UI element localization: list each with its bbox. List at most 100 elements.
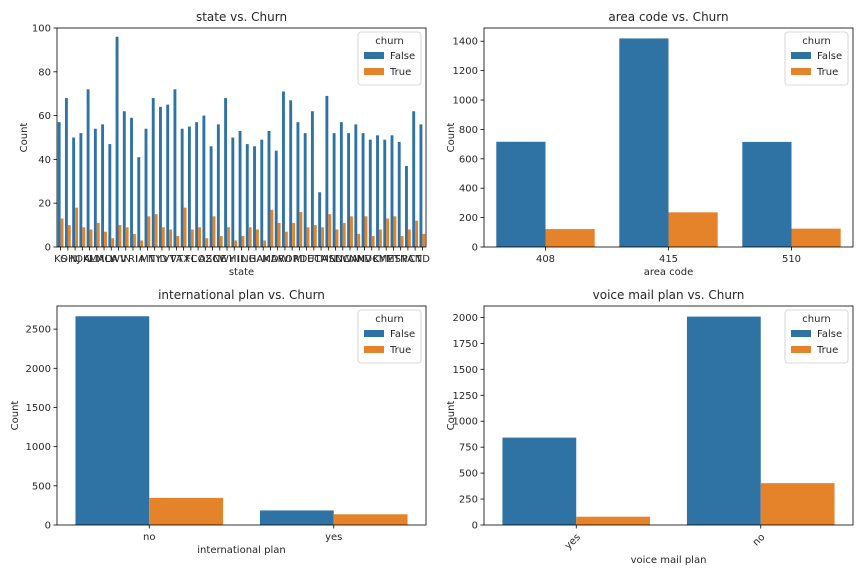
bar-il-false (238, 130, 242, 247)
bar-mo-false (101, 124, 105, 247)
x-tick-label: ID (157, 254, 168, 265)
x-tick-label: OH (60, 254, 75, 265)
bar-id-true (161, 227, 165, 247)
legend-label-true: True (389, 67, 411, 78)
y-tick-label: 1250 (453, 391, 478, 402)
bar-ca-true (321, 227, 324, 247)
y-tick-label: 100 (32, 24, 51, 35)
bar-wv-true (118, 225, 122, 247)
bar-510-false (742, 141, 792, 247)
bar-tx-true (183, 207, 187, 247)
bar-ks-false (57, 122, 61, 247)
y-axis-label: Count (10, 401, 21, 431)
bar-ri-false (130, 117, 133, 247)
legend-label-false: False (390, 329, 415, 340)
bar-nv-false (361, 133, 365, 247)
x-tick-label: WV (110, 254, 127, 265)
y-tick-label: 20 (38, 199, 51, 210)
x-tick-label: AL (83, 254, 96, 265)
chart-title: state vs. Churn (196, 10, 287, 24)
bar-ms-true (393, 216, 397, 247)
legend-swatch-true (791, 346, 811, 353)
legend-swatch-true (364, 346, 384, 353)
y-tick-label: 0 (472, 521, 478, 532)
bar-408-true (545, 229, 595, 247)
x-tick-label: MI (294, 254, 306, 265)
legend-swatch-false (791, 330, 811, 337)
chart-panel-1: 0 20 40 60 80 100 KSOHNJOKALMAMOLAWVINRIIAMTNY… (19, 10, 430, 278)
bar-dc-true (371, 236, 375, 247)
bar-415-false (619, 38, 669, 247)
bar-yes-false (259, 510, 334, 525)
bar-de-false (303, 133, 307, 247)
x-tick-label: WA (342, 254, 358, 265)
bar-va-false (173, 89, 177, 247)
y-tick-label: 1000 (453, 96, 478, 107)
x-tick-label: CT (409, 254, 423, 265)
x-tick-label: OK (75, 254, 90, 265)
y-tick-label: 1000 (453, 417, 478, 428)
y-tick-label: 1200 (453, 66, 478, 77)
y-tick-label: 500 (32, 481, 51, 492)
x-tick-label: NY (148, 254, 162, 265)
bar-ia-true (140, 240, 144, 247)
bar-nc-false (339, 122, 343, 247)
x-tick-label: MT (140, 254, 156, 265)
bar-az-true (205, 238, 209, 247)
bar-oh-true (67, 225, 71, 247)
y-tick-label: 60 (38, 111, 51, 122)
bar-la-false (108, 144, 112, 247)
bar-ct-true (415, 220, 419, 247)
x-tick-label: MA (89, 254, 105, 265)
x-tick-label: KY (373, 254, 386, 265)
x-tick-label: VT (163, 254, 177, 265)
x-tick-label: NJ (70, 254, 80, 265)
bar-ca-false (318, 192, 322, 247)
bar-ak-true (263, 240, 267, 247)
legend-title: churn (375, 36, 403, 47)
bar-oh-false (64, 98, 68, 247)
bar-sd-false (332, 133, 336, 247)
x-tick-label: IL (237, 254, 246, 265)
bar-in-true (125, 227, 129, 247)
bar-nc-true (342, 222, 346, 247)
x-axis-label: state (229, 267, 254, 278)
y-tick-label: 40 (38, 155, 51, 166)
bar-ne-true (219, 236, 223, 247)
chart-panel-4: 0 250 500 750 1000 1250 1500 1750 2000 yes no voice… (446, 288, 854, 566)
legend: churn False True (784, 31, 849, 86)
x-tick-label: TN (393, 254, 408, 265)
bar-co-false (195, 122, 199, 247)
x-tick-label: MD (262, 254, 279, 265)
x-tick-label: WI (278, 254, 291, 265)
bar-sc-true (212, 216, 216, 247)
x-tick-label: RI (128, 254, 138, 265)
bar-md-true (270, 209, 274, 247)
bar-tx-false (180, 128, 184, 247)
x-tick-label: IN (121, 254, 131, 265)
x-tick-label: LA (105, 254, 118, 265)
x-tick-label: FL (185, 254, 197, 265)
x-tick-label: no (751, 532, 768, 549)
bar-mt-true (147, 216, 151, 247)
x-tick-label: DE (300, 254, 314, 265)
bar-pa-true (407, 229, 411, 247)
x-axis-label: area code (644, 267, 694, 278)
y-tick-label: 0 (472, 243, 478, 254)
bar-wy-false (224, 98, 228, 247)
y-tick-label: 0 (45, 521, 51, 532)
y-tick-label: 1500 (26, 403, 51, 414)
y-tick-label: 200 (459, 213, 478, 224)
bar-ok-false (79, 133, 83, 247)
bar-vt-false (166, 104, 170, 248)
bar-nv-true (364, 216, 368, 247)
bar-tn-true (400, 236, 404, 247)
x-tick-label: MN (320, 254, 336, 265)
bar-md-false (267, 130, 271, 247)
x-tick-label: NH (241, 254, 256, 265)
bar-no-false (75, 316, 150, 525)
x-tick-label: 510 (782, 254, 801, 265)
bar-nd-true (422, 233, 426, 247)
bar-ny-true (154, 214, 158, 247)
bar-ky-false (376, 135, 379, 247)
